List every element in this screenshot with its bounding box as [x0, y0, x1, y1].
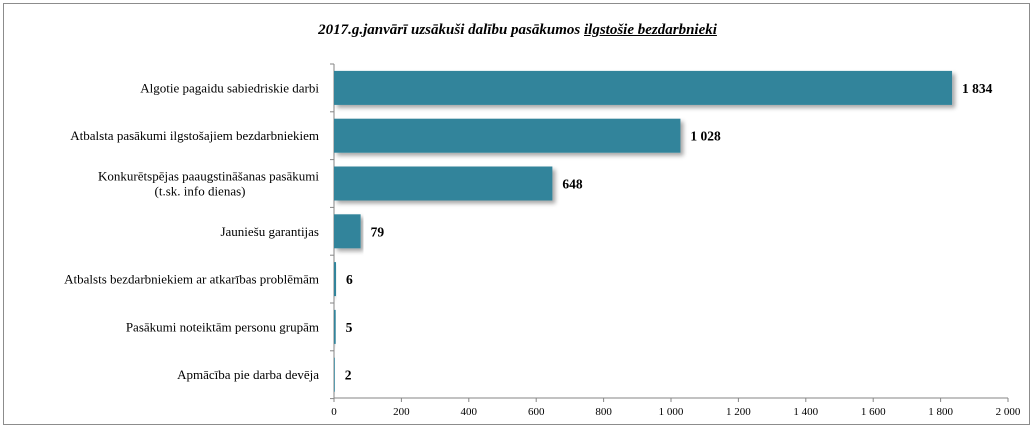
- data-label: 1 834: [962, 81, 993, 96]
- x-tick-label: 1 400: [793, 406, 818, 418]
- category-label: Algotie pagaidu sabiedriskie darbi: [140, 80, 319, 95]
- chart-title-underlined: ilgstošie bezdarbnieki: [583, 22, 717, 38]
- category-label: Pasākumi noteiktām personu grupām: [126, 319, 319, 334]
- x-tick-label: 1 000: [659, 406, 684, 418]
- bar: [334, 118, 681, 153]
- bar: [334, 262, 337, 297]
- category-label: Atbalsts bezdarbniekiem ar atkarības pro…: [64, 272, 319, 287]
- category-label: Konkurētspējas paaugstināšanas pasākumi: [98, 169, 319, 184]
- category-label: Atbalsta pasākumi ilgstošajiem bezdarbni…: [70, 128, 319, 143]
- bar: [334, 70, 953, 105]
- x-tick-label: 1 600: [861, 406, 886, 418]
- x-tick-label: 2 000: [996, 406, 1021, 418]
- chart-title: 2017.g.janvārī uzsākuši dalību pasākumos…: [0, 22, 1035, 39]
- x-tick-label: 0: [331, 406, 337, 418]
- bar: [334, 166, 553, 201]
- x-tick-label: 200: [393, 406, 410, 418]
- chart-title-main: 2017.g.janvārī uzsākuši dalību pasākumos: [318, 22, 584, 38]
- data-label: 648: [562, 177, 583, 192]
- bar: [334, 214, 361, 249]
- data-label: 2: [345, 368, 352, 383]
- data-label: 79: [371, 224, 385, 239]
- bar: [334, 357, 335, 392]
- x-tick-label: 800: [595, 406, 612, 418]
- bar: [334, 309, 336, 344]
- category-label: Apmācība pie darba devēja: [177, 367, 319, 382]
- x-tick-label: 1 800: [928, 406, 953, 418]
- category-label: Jauniešu garantijas: [220, 224, 319, 239]
- data-label: 6: [346, 272, 353, 287]
- data-label: 5: [346, 320, 353, 335]
- x-tick-label: 600: [528, 406, 545, 418]
- data-label: 1 028: [690, 129, 721, 144]
- x-tick-label: 1 200: [726, 406, 751, 418]
- x-tick-label: 400: [461, 406, 478, 418]
- category-label: (t.sk. info dienas): [155, 184, 246, 199]
